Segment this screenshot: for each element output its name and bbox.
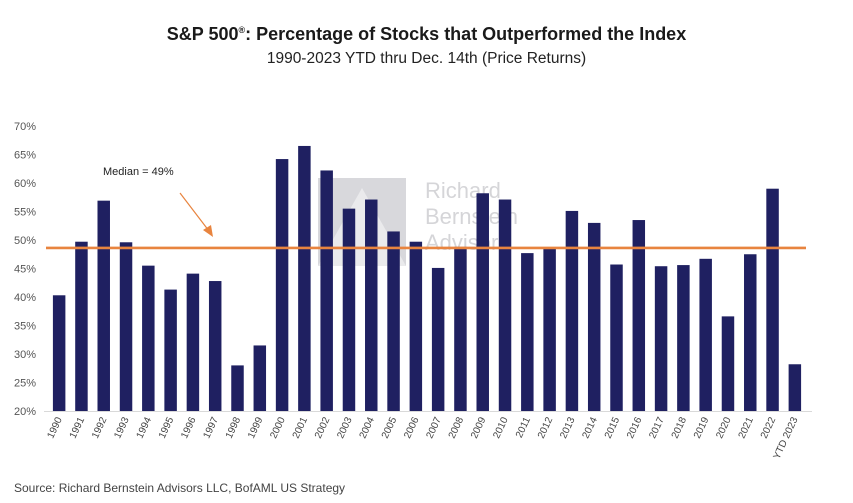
bar-2012 [543, 248, 556, 411]
x-tick-label: 2018 [670, 415, 690, 440]
bar-2013 [565, 210, 579, 411]
source-note: Source: Richard Bernstein Advisors LLC, … [14, 481, 346, 495]
chart-subtitle: 1990-2023 YTD thru Dec. 14th (Price Retu… [266, 50, 587, 67]
bar-2020 [721, 316, 735, 411]
y-tick-label: 20% [14, 406, 36, 418]
median-label: Median = 49% [103, 166, 174, 178]
bar-2018 [677, 265, 690, 411]
watermark-logo-triangle [318, 188, 406, 266]
x-tick-label: 2008 [447, 415, 467, 440]
bar-2001 [298, 145, 311, 411]
x-tick-label: 2002 [313, 415, 333, 440]
x-tick-label: 1998 [224, 415, 244, 440]
x-tick-label: 2009 [469, 415, 489, 440]
x-tick-label: 2007 [424, 415, 444, 440]
y-tick-label: 45% [14, 264, 36, 276]
x-tick-label: 2022 [759, 415, 779, 440]
x-tick-label: 2011 [514, 415, 533, 440]
bar-2004 [365, 199, 378, 411]
y-tick-label: 65% [14, 150, 36, 162]
x-tick-label: 1999 [246, 415, 266, 440]
y-tick-label: 30% [14, 349, 36, 361]
x-tick-label: 2010 [491, 415, 511, 440]
x-tick-label: 1997 [202, 415, 222, 440]
bar-1996 [186, 273, 200, 411]
x-tick-label: 2006 [402, 415, 422, 440]
chart-title: S&P 500®: Percentage of Stocks that Outp… [0, 24, 853, 45]
y-tick-label: 55% [14, 207, 36, 219]
x-tick-label: 2017 [647, 415, 667, 440]
x-tick-label: 2020 [714, 415, 734, 440]
median-group: Median = 49% [46, 166, 806, 250]
bar-2015 [610, 264, 623, 411]
x-tick-label: 2004 [358, 415, 378, 440]
y-tick-label: 35% [14, 321, 36, 333]
watermark-text: Richard Bernstein Advisors [425, 178, 518, 256]
x-tick-label: 2014 [581, 415, 601, 440]
x-tick-label: 2005 [380, 415, 400, 440]
median-arrow-head [203, 225, 213, 237]
bar-2017 [654, 266, 668, 411]
x-tick-label: 2019 [692, 415, 712, 440]
x-tick-label: 2001 [291, 415, 311, 440]
y-tick-label: 40% [14, 292, 36, 304]
x-tick-label: 1994 [135, 415, 155, 440]
bar-2008 [454, 246, 467, 411]
bars-group [52, 145, 802, 411]
bar-2000 [275, 159, 289, 411]
y-axis: 20% 25% 30% 35% 40% 45% 50% 55% 60% 65% 70% [14, 121, 36, 418]
y-tick-label: 60% [14, 178, 36, 190]
x-tick-label: 2000 [268, 415, 288, 440]
bar-2007 [431, 267, 445, 411]
bar-2021 [744, 254, 757, 411]
x-tick-label: 2021 [737, 415, 757, 440]
y-tick-label: 50% [14, 235, 36, 247]
bar-1997 [208, 281, 222, 411]
bar-2009 [476, 193, 489, 411]
bar-1999 [253, 345, 267, 411]
x-tick-label: 1996 [179, 415, 199, 440]
bar-2011 [521, 253, 534, 411]
x-tick-label: 1995 [157, 415, 177, 440]
x-tick-label: 2013 [558, 415, 578, 440]
bar-2002 [320, 170, 333, 411]
bar-1993 [119, 242, 133, 411]
bar-2019 [699, 258, 712, 411]
x-tick-label: 1992 [90, 415, 110, 440]
y-tick-label: 25% [14, 378, 36, 390]
x-tick-label: 2012 [536, 415, 556, 440]
x-axis: 1990 1991 1992 1993 1994 1995 1996 1997 1998 1999… [44, 411, 812, 461]
bar-1992 [97, 200, 110, 411]
bar-2022 [766, 188, 779, 411]
x-tick-label: 1990 [45, 415, 65, 440]
bar-1991 [75, 241, 88, 411]
bar-1994 [142, 265, 155, 411]
x-tick-label: 2016 [625, 415, 645, 440]
bar-2016 [632, 220, 646, 411]
x-tick-label: 1991 [68, 415, 88, 440]
bar-1990 [52, 295, 66, 411]
bar-2003 [342, 208, 356, 411]
bar-2010 [498, 199, 512, 411]
bar-2014 [587, 222, 601, 411]
bar-1998 [231, 365, 244, 411]
bar-ytd-2023 [788, 364, 802, 411]
bar-2005 [387, 231, 400, 411]
x-tick-label: 2003 [335, 415, 355, 440]
chart-title-main: S&P 500 [166, 24, 239, 44]
x-tick-label: 1993 [112, 415, 132, 440]
registered-mark: ® [238, 25, 246, 35]
watermark-line-3: Advisors [425, 230, 510, 255]
median-arrow-shaft [179, 192, 210, 232]
chart-title-rest: : Percentage of Stocks that Outperformed… [245, 24, 687, 44]
bar-2006 [409, 241, 423, 411]
bar-1995 [164, 289, 177, 411]
x-tick-label: 2015 [603, 415, 623, 440]
y-tick-label: 70% [14, 121, 36, 133]
